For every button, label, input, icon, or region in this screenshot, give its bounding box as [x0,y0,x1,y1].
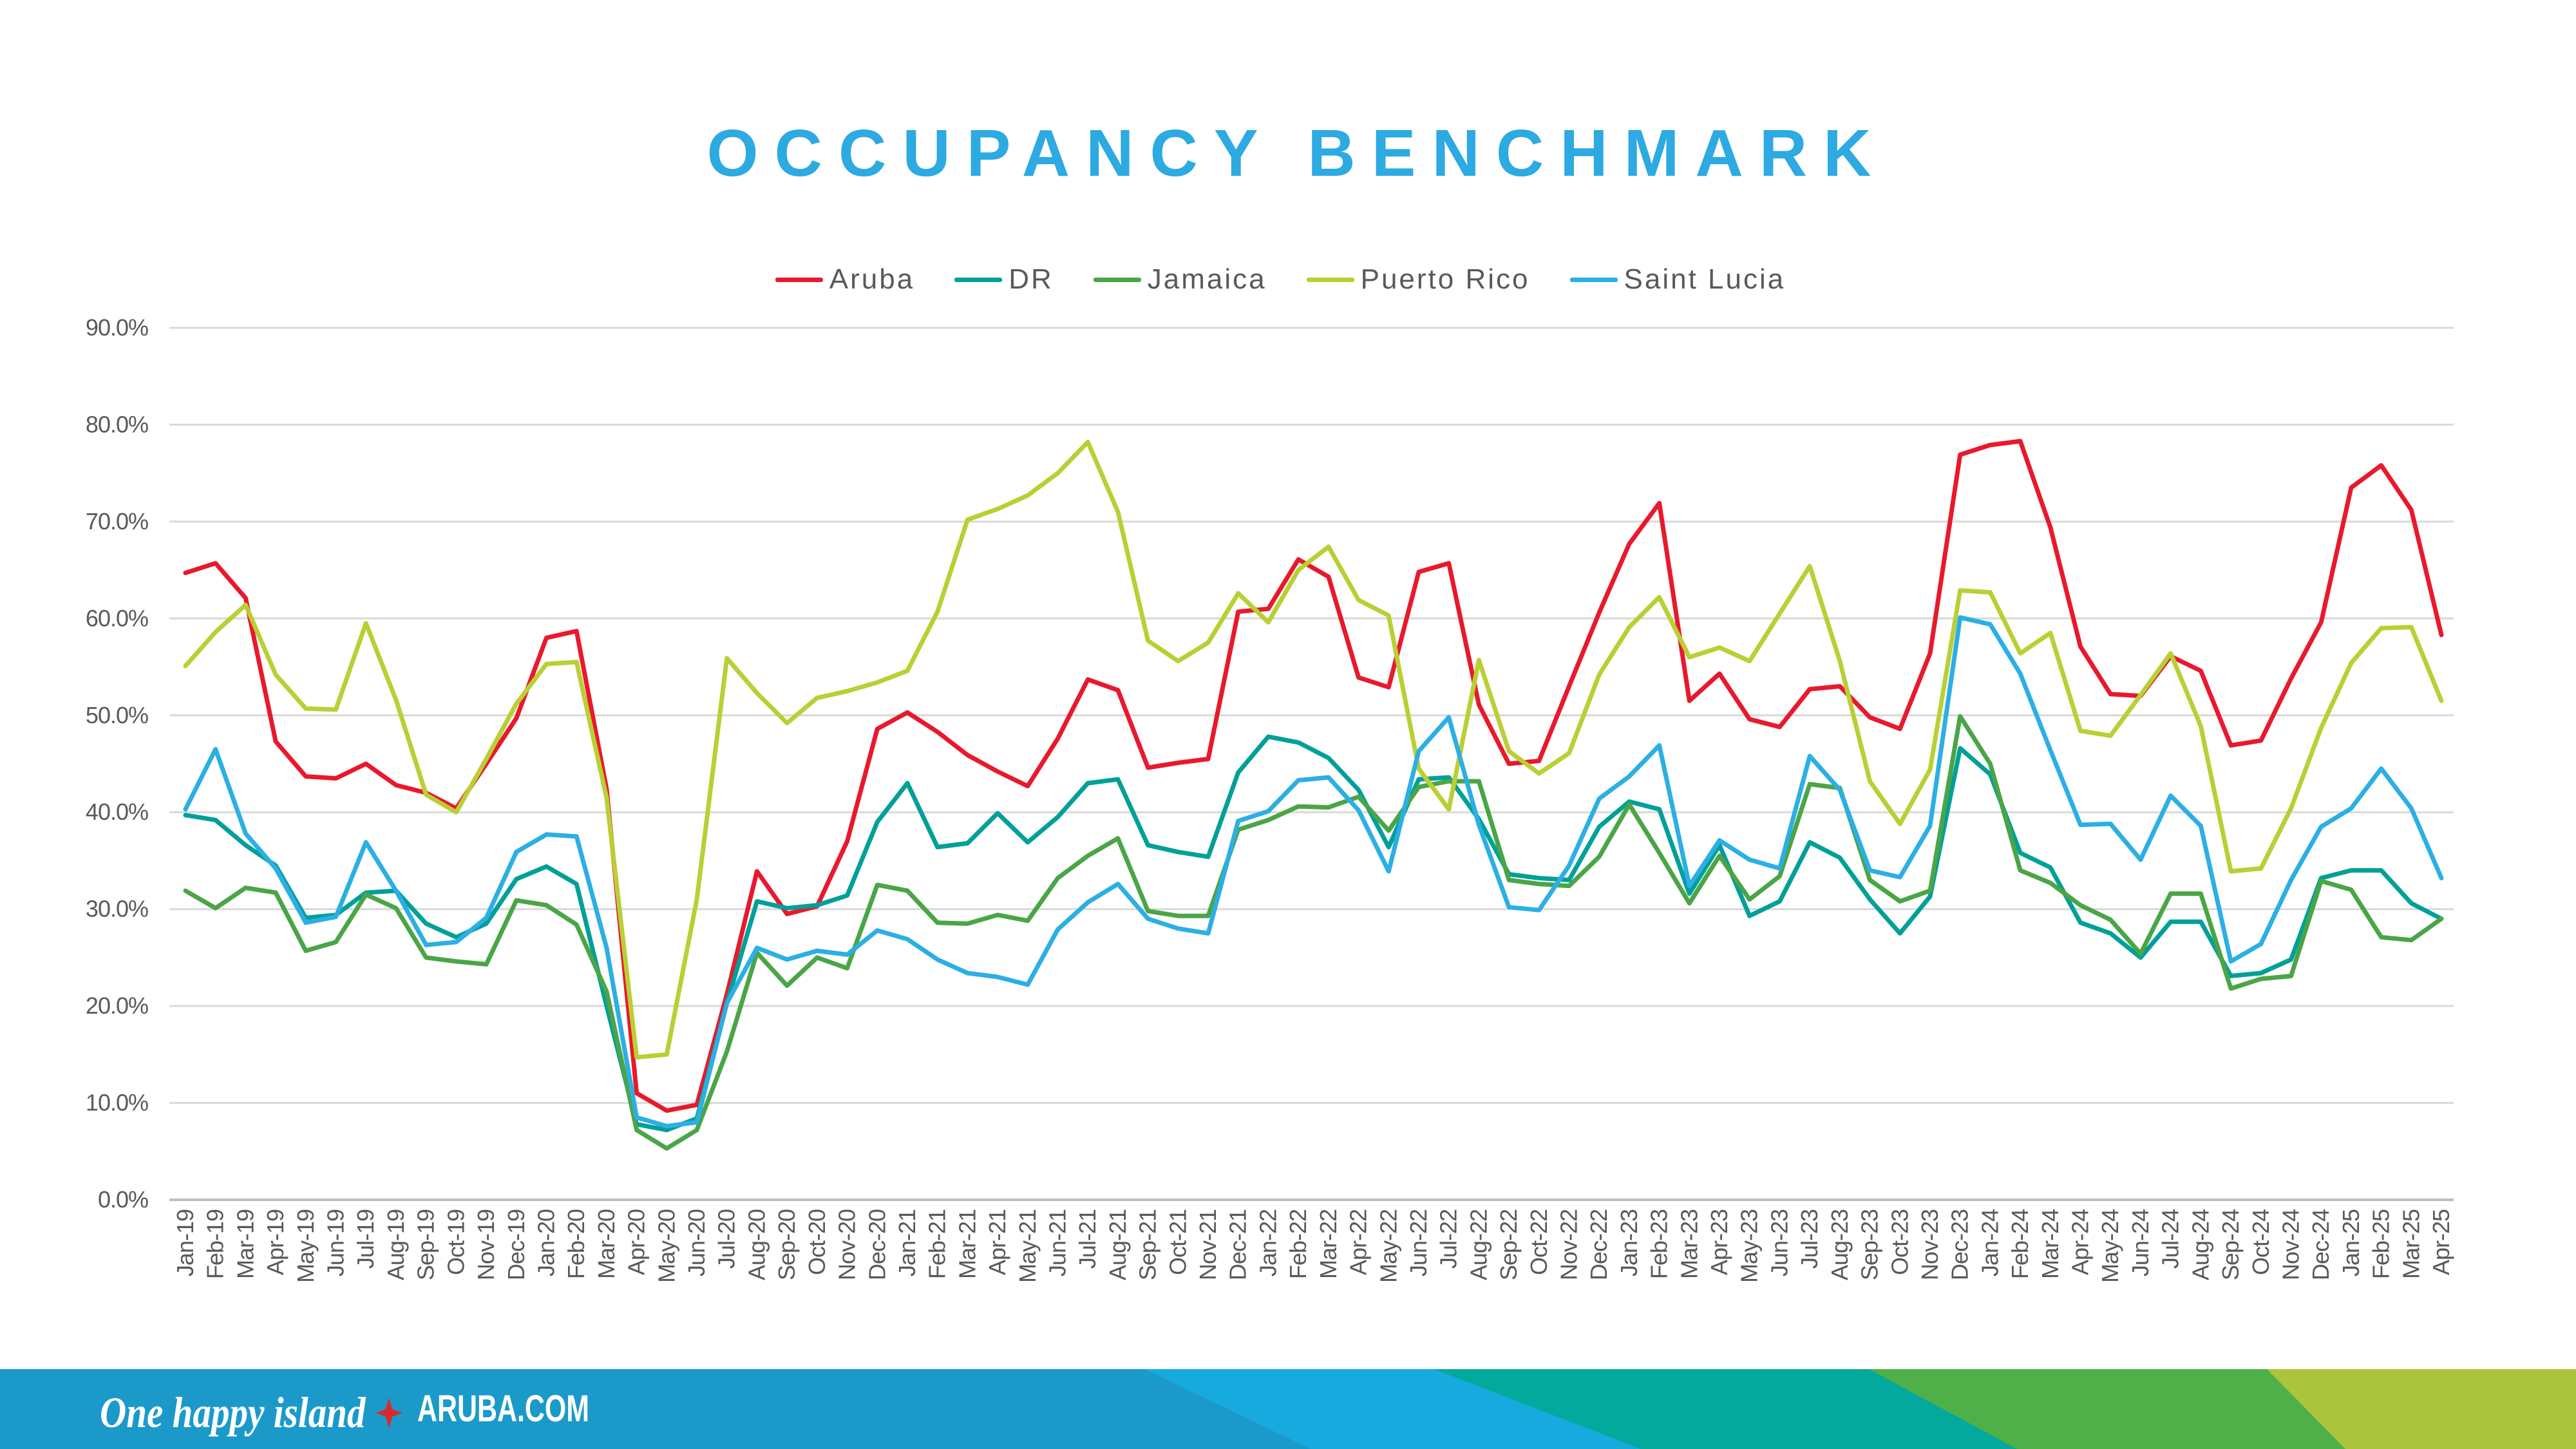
svg-text:Aug-24: Aug-24 [2187,1209,2213,1280]
svg-text:Sep-19: Sep-19 [413,1209,439,1280]
svg-text:Nov-22: Nov-22 [1556,1209,1582,1280]
svg-text:Jan-19: Jan-19 [172,1209,198,1276]
svg-text:Dec-20: Dec-20 [864,1209,890,1280]
svg-text:Jun-22: Jun-22 [1405,1209,1432,1276]
svg-text:Jan-21: Jan-21 [894,1209,920,1276]
svg-text:Sep-23: Sep-23 [1857,1209,1883,1280]
svg-text:Aug-20: Aug-20 [743,1209,770,1280]
svg-text:May-19: May-19 [292,1209,319,1283]
svg-text:May-22: May-22 [1375,1209,1401,1283]
svg-text:Jul-23: Jul-23 [1796,1209,1823,1269]
svg-text:Jul-24: Jul-24 [2157,1209,2184,1269]
svg-text:Aug-22: Aug-22 [1465,1209,1492,1280]
svg-text:May-24: May-24 [2097,1209,2123,1283]
svg-text:Dec-24: Dec-24 [2307,1209,2334,1280]
svg-text:Apr-19: Apr-19 [262,1209,289,1275]
svg-text:Jan-24: Jan-24 [1976,1209,2003,1276]
svg-text:Jan-25: Jan-25 [2338,1209,2364,1276]
svg-text:70.0%: 70.0% [86,508,148,535]
svg-text:Feb-22: Feb-22 [1285,1209,1311,1279]
svg-text:Jul-20: Jul-20 [714,1209,740,1269]
svg-text:20.0%: 20.0% [86,992,148,1019]
svg-text:Apr-25: Apr-25 [2428,1209,2454,1275]
svg-text:Jun-19: Jun-19 [323,1209,349,1276]
svg-text:May-20: May-20 [653,1209,679,1283]
svg-text:10.0%: 10.0% [86,1090,148,1116]
svg-text:Sep-24: Sep-24 [2217,1209,2244,1280]
svg-text:Jul-22: Jul-22 [1435,1209,1462,1269]
svg-text:Oct-21: Oct-21 [1164,1209,1191,1275]
svg-text:Jan-20: Jan-20 [533,1209,560,1276]
svg-text:Nov-20: Nov-20 [834,1209,860,1280]
svg-text:Sep-22: Sep-22 [1495,1209,1522,1280]
svg-text:Jul-21: Jul-21 [1074,1209,1101,1269]
svg-text:Apr-24: Apr-24 [2067,1209,2094,1275]
svg-text:Jul-19: Jul-19 [352,1209,379,1269]
svg-text:Dec-22: Dec-22 [1586,1209,1612,1280]
svg-text:Mar-25: Mar-25 [2398,1209,2424,1279]
svg-text:Aug-19: Aug-19 [383,1209,409,1280]
svg-text:Mar-24: Mar-24 [2037,1209,2063,1279]
svg-text:Dec-21: Dec-21 [1225,1209,1251,1280]
svg-text:Apr-21: Apr-21 [984,1209,1010,1275]
svg-text:Jun-23: Jun-23 [1766,1209,1793,1276]
svg-text:40.0%: 40.0% [86,799,148,825]
svg-text:Mar-20: Mar-20 [593,1209,620,1279]
svg-text:Mar-23: Mar-23 [1676,1209,1702,1279]
svg-text:Feb-24: Feb-24 [2007,1209,2033,1279]
svg-text:Nov-24: Nov-24 [2278,1209,2304,1280]
svg-text:30.0%: 30.0% [86,896,148,922]
svg-text:Apr-22: Apr-22 [1345,1209,1372,1275]
svg-text:Jan-22: Jan-22 [1255,1209,1281,1276]
svg-text:Mar-19: Mar-19 [232,1209,258,1279]
svg-text:Jun-24: Jun-24 [2127,1209,2154,1276]
svg-text:Feb-23: Feb-23 [1646,1209,1672,1279]
svg-text:Nov-19: Nov-19 [473,1209,499,1280]
svg-text:Jun-20: Jun-20 [683,1209,710,1276]
svg-text:Feb-19: Feb-19 [202,1209,229,1279]
svg-text:Apr-20: Apr-20 [623,1209,650,1275]
svg-text:Mar-21: Mar-21 [954,1209,980,1279]
svg-text:May-23: May-23 [1736,1209,1763,1283]
svg-text:Feb-21: Feb-21 [924,1209,951,1279]
svg-text:Oct-24: Oct-24 [2248,1209,2274,1275]
svg-text:60.0%: 60.0% [86,605,148,631]
svg-text:Sep-20: Sep-20 [773,1209,800,1280]
svg-text:Mar-22: Mar-22 [1315,1209,1341,1279]
svg-text:0.0%: 0.0% [98,1186,148,1213]
svg-text:Sep-21: Sep-21 [1135,1209,1161,1280]
svg-text:Feb-20: Feb-20 [563,1209,589,1279]
svg-text:Nov-23: Nov-23 [1917,1209,1943,1280]
svg-text:Apr-23: Apr-23 [1706,1209,1732,1275]
svg-text:Jun-21: Jun-21 [1045,1209,1071,1276]
svg-text:Jan-23: Jan-23 [1616,1209,1642,1276]
svg-text:Nov-21: Nov-21 [1195,1209,1221,1280]
svg-text:Feb-25: Feb-25 [2368,1209,2394,1279]
svg-text:Aug-21: Aug-21 [1104,1209,1131,1280]
svg-text:May-21: May-21 [1014,1209,1041,1283]
svg-text:50.0%: 50.0% [86,702,148,728]
svg-text:Oct-20: Oct-20 [804,1209,830,1275]
svg-text:Oct-22: Oct-22 [1526,1209,1552,1275]
svg-text:Oct-23: Oct-23 [1886,1209,1913,1275]
svg-text:Dec-23: Dec-23 [1947,1209,1973,1280]
svg-text:80.0%: 80.0% [86,411,148,437]
svg-text:Oct-19: Oct-19 [442,1209,469,1275]
svg-text:90.0%: 90.0% [86,314,148,341]
svg-text:Aug-23: Aug-23 [1826,1209,1853,1280]
svg-text:Dec-19: Dec-19 [503,1209,529,1280]
